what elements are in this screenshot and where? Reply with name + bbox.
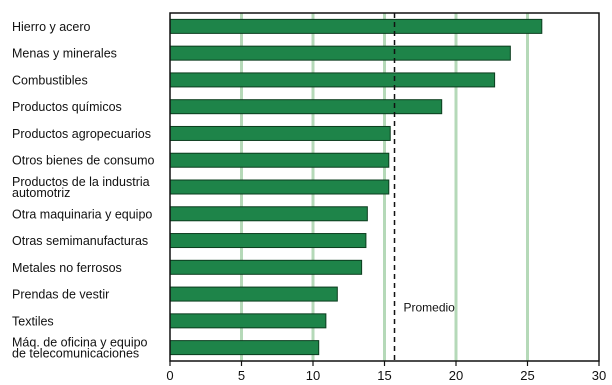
average-label: Promedio [404,300,456,314]
bar-8 [169,233,367,249]
category-label-2: Combustibles [12,73,88,87]
bars [169,18,543,356]
average-marker: Promedio [393,13,456,361]
bar-0 [169,18,543,34]
x-tick-label-0: 0 [166,368,173,383]
bar-7 [169,206,368,222]
category-label-7: Otra maquinaria y equipo [12,207,152,221]
category-label-5: Otros bienes de consumo [12,154,154,168]
bar-1 [169,45,511,61]
bar-11 [169,313,327,329]
category-label-9: Metales no ferrosos [12,261,122,275]
category-label-8: Otras semimanufacturas [12,234,148,248]
x-tick-label-2: 10 [306,368,320,383]
bar-10 [169,286,338,302]
x-tick-label-5: 25 [520,368,534,383]
category-label-12: Máq. de oficina y equipo de telecomunicac… [12,336,148,361]
category-label-6: Productos de la industria automotriz [12,175,150,200]
bar-2 [169,72,496,88]
category-label-3: Productos químicos [12,100,122,114]
category-label-11: Textiles [12,314,54,328]
x-tick-label-1: 5 [238,368,245,383]
bar-5 [169,152,390,168]
bar-12 [169,340,320,356]
x-axis-ticks: 0 5 10 15 20 25 30 [166,361,606,383]
category-label-1: Menas y minerales [12,47,117,61]
bar-3 [169,99,443,115]
bar-9 [169,259,363,275]
category-labels: Hierro y acero Menas y minerales Combustib… [12,20,154,361]
bar-4 [169,125,391,141]
category-label-4: Productos agropecuarios [12,127,151,141]
category-label-0: Hierro y acero [12,20,91,34]
bar-6 [169,179,390,195]
x-tick-label-4: 20 [449,368,463,383]
x-tick-label-6: 30 [592,368,606,383]
x-tick-label-3: 15 [377,368,391,383]
category-label-10: Prendas de vestir [12,288,109,302]
